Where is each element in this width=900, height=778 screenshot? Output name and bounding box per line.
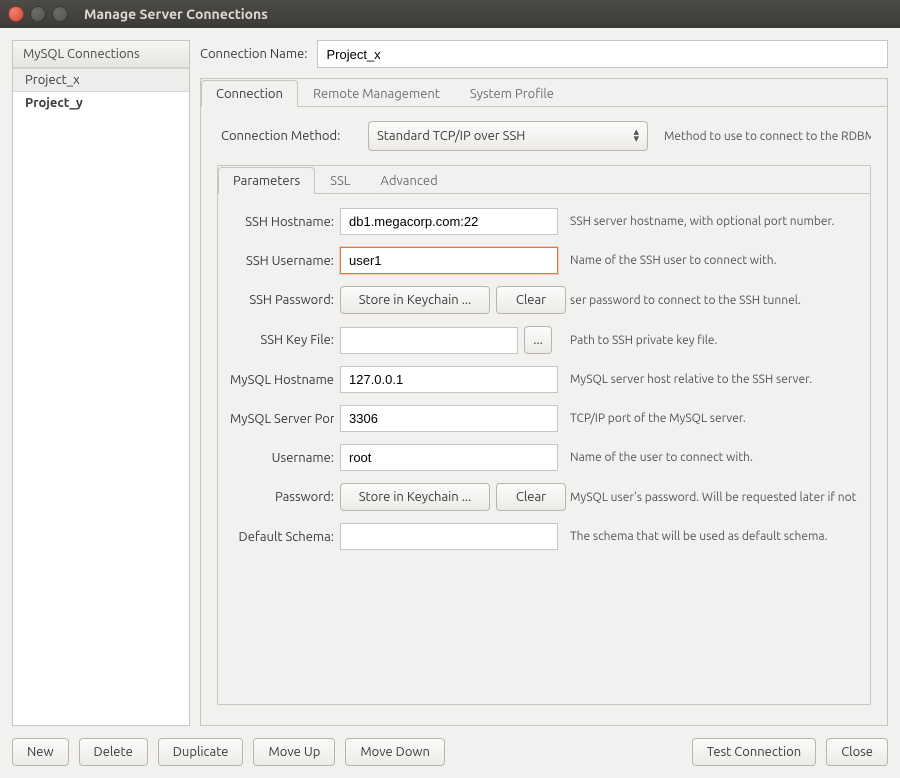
ssh-password-hint: ser password to connect to the SSH tunne… xyxy=(570,294,858,307)
ssh-password-label: SSH Password: xyxy=(230,293,334,307)
row-ssh-username: SSH Username: Name of the SSH user to co… xyxy=(230,247,858,274)
row-username: Username: Name of the user to connect wi… xyxy=(230,444,858,471)
titlebar: Manage Server Connections xyxy=(0,0,900,28)
ssh-hostname-hint: SSH server hostname, with optional port … xyxy=(570,215,858,228)
row-password: Password: Store in Keychain ... Clear My… xyxy=(230,483,858,511)
duplicate-button[interactable]: Duplicate xyxy=(158,738,244,766)
username-input[interactable] xyxy=(340,444,558,471)
window-title: Manage Server Connections xyxy=(84,6,268,22)
window-maximize-icon[interactable] xyxy=(52,6,68,22)
ssh-password-store-button[interactable]: Store in Keychain ... xyxy=(340,286,490,314)
row-mysql-hostname: MySQL Hostname: MySQL server host relati… xyxy=(230,366,858,393)
mysql-hostname-hint: MySQL server host relative to the SSH se… xyxy=(570,373,858,386)
ssh-keyfile-hint: Path to SSH private key file. xyxy=(570,334,858,347)
tab-parameters[interactable]: Parameters xyxy=(218,167,315,194)
mysql-port-hint: TCP/IP port of the MySQL server. xyxy=(570,412,858,425)
main-area: MySQL Connections Project_x Project_y Co… xyxy=(12,40,888,726)
connection-method-select[interactable]: Standard TCP/IP over SSH ▴▾ xyxy=(368,121,648,151)
inner-tabs-container: Parameters SSL Advanced SSH Hostname: SS… xyxy=(217,165,871,705)
delete-button[interactable]: Delete xyxy=(79,738,148,766)
sidebar-header: MySQL Connections xyxy=(13,41,189,68)
connection-item-label: Project_x xyxy=(25,73,80,87)
tab-advanced[interactable]: Advanced xyxy=(365,167,452,194)
tab-ssl[interactable]: SSL xyxy=(315,167,365,194)
default-schema-input[interactable] xyxy=(340,523,558,550)
password-store-button[interactable]: Store in Keychain ... xyxy=(340,483,490,511)
ssh-username-label: SSH Username: xyxy=(230,254,334,268)
outer-tab-content: Connection Method: Standard TCP/IP over … xyxy=(201,107,887,725)
connection-item[interactable]: Project_y xyxy=(13,92,189,114)
mysql-hostname-label: MySQL Hostname: xyxy=(230,373,334,387)
connection-item[interactable]: Project_x xyxy=(13,68,189,92)
inner-tab-row: Parameters SSL Advanced xyxy=(218,166,870,194)
row-ssh-password: SSH Password: Store in Keychain ... Clea… xyxy=(230,286,858,314)
row-mysql-port: MySQL Server Port: TCP/IP port of the My… xyxy=(230,405,858,432)
ssh-keyfile-input[interactable] xyxy=(340,327,518,354)
default-schema-label: Default Schema: xyxy=(230,530,334,544)
move-up-button[interactable]: Move Up xyxy=(253,738,335,766)
close-button[interactable]: Close xyxy=(826,738,888,766)
connection-name-input[interactable] xyxy=(317,40,888,68)
chevron-updown-icon: ▴▾ xyxy=(633,129,639,143)
username-label: Username: xyxy=(230,451,334,465)
parameters-body: SSH Hostname: SSH server hostname, with … xyxy=(218,194,870,704)
test-connection-button[interactable]: Test Connection xyxy=(692,738,816,766)
connection-method-hint: Method to use to connect to the RDBMS xyxy=(664,130,871,143)
tab-system-profile[interactable]: System Profile xyxy=(455,80,569,107)
ssh-username-input[interactable] xyxy=(340,247,558,274)
ssh-hostname-label: SSH Hostname: xyxy=(230,215,334,229)
connection-name-label: Connection Name: xyxy=(200,47,307,61)
move-down-button[interactable]: Move Down xyxy=(345,738,445,766)
ssh-keyfile-browse-button[interactable]: ... xyxy=(524,326,552,354)
tab-connection[interactable]: Connection xyxy=(201,80,298,107)
default-schema-hint: The schema that will be used as default … xyxy=(570,530,858,543)
window-minimize-icon[interactable] xyxy=(30,6,46,22)
username-hint: Name of the user to connect with. xyxy=(570,451,858,464)
row-default-schema: Default Schema: The schema that will be … xyxy=(230,523,858,550)
password-label: Password: xyxy=(230,490,334,504)
connection-method-label: Connection Method: xyxy=(217,129,360,143)
connection-method-value: Standard TCP/IP over SSH xyxy=(377,129,525,143)
bottom-bar: New Delete Duplicate Move Up Move Down T… xyxy=(12,726,888,766)
connection-item-label: Project_y xyxy=(25,96,83,110)
connection-method-row: Connection Method: Standard TCP/IP over … xyxy=(217,121,871,151)
ssh-password-clear-button[interactable]: Clear xyxy=(496,286,566,314)
connections-sidebar: MySQL Connections Project_x Project_y xyxy=(12,40,190,726)
window-body: MySQL Connections Project_x Project_y Co… xyxy=(0,28,900,778)
outer-tab-row: Connection Remote Management System Prof… xyxy=(201,79,887,107)
ssh-keyfile-label: SSH Key File: xyxy=(230,333,334,347)
row-ssh-hostname: SSH Hostname: SSH server hostname, with … xyxy=(230,208,858,235)
connection-name-row: Connection Name: xyxy=(200,40,888,68)
ssh-username-hint: Name of the SSH user to connect with. xyxy=(570,254,858,267)
outer-tabs-container: Connection Remote Management System Prof… xyxy=(200,78,888,726)
password-clear-button[interactable]: Clear xyxy=(496,483,566,511)
mysql-port-input[interactable] xyxy=(340,405,558,432)
row-ssh-keyfile: SSH Key File: ... Path to SSH private ke… xyxy=(230,326,858,354)
mysql-hostname-input[interactable] xyxy=(340,366,558,393)
tab-remote-management[interactable]: Remote Management xyxy=(298,80,455,107)
new-button[interactable]: New xyxy=(12,738,69,766)
password-hint: MySQL user's password. Will be requested… xyxy=(570,491,858,504)
ssh-hostname-input[interactable] xyxy=(340,208,558,235)
mysql-port-label: MySQL Server Port: xyxy=(230,412,334,426)
right-pane: Connection Name: Connection Remote Manag… xyxy=(200,40,888,726)
window-close-icon[interactable] xyxy=(8,6,24,22)
